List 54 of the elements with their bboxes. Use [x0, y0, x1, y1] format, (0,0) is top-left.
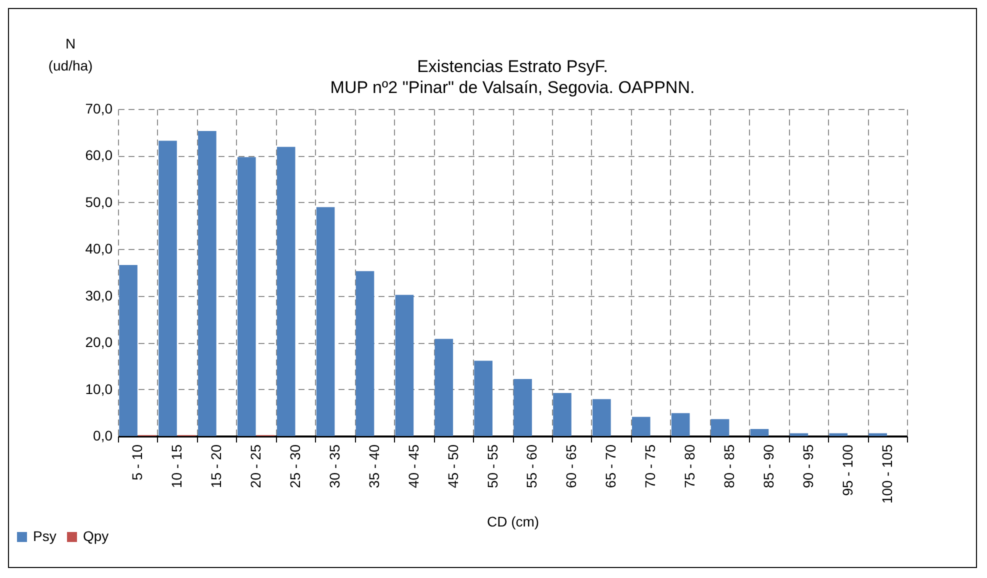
bar [434, 338, 454, 436]
x-tick-label: 5 - 10 [129, 444, 146, 480]
y-tick-label: 0,0 [93, 428, 113, 444]
x-tick-label: 95 - 100 [839, 444, 856, 496]
bar [237, 157, 256, 436]
x-tick-label: 100 - 105 [878, 444, 895, 504]
bar [710, 419, 730, 436]
x-tick-label: 20 - 25 [248, 444, 264, 488]
x-tick-label: 90 - 95 [800, 444, 816, 488]
x-tick-label: 85 - 90 [760, 444, 776, 488]
x-tick-label: 25 - 30 [287, 444, 304, 488]
y-tick-label: 10,0 [85, 380, 113, 397]
bar [158, 140, 177, 436]
y-tick-label: 40,0 [85, 240, 113, 257]
x-tick-label: 70 - 75 [642, 444, 658, 488]
x-tick-label: 15 - 20 [208, 444, 224, 488]
bar [750, 428, 769, 436]
bar [474, 360, 492, 436]
y-tick-label: 20,0 [85, 334, 113, 350]
x-tick-label: 60 - 65 [563, 444, 580, 488]
x-tick-label: 45 - 50 [444, 444, 461, 488]
chart-title: Existencias Estrato PsyF. [417, 57, 608, 76]
y-axis-title: N (ud/ha) [48, 36, 93, 74]
x-tick-label: 75 - 80 [682, 444, 698, 488]
bar [829, 433, 848, 436]
bar [632, 416, 650, 436]
bar [119, 265, 138, 436]
x-tick-label: 40 - 45 [405, 444, 422, 488]
legend-label: Qpy [83, 528, 109, 544]
bar [316, 207, 335, 436]
bar [553, 393, 572, 436]
bar [790, 433, 808, 436]
x-tick-label: 30 - 35 [326, 444, 342, 488]
legend-label: Psy [33, 528, 56, 544]
x-tick-label: 35 - 40 [366, 444, 382, 488]
bar [356, 271, 374, 436]
y-tick-label: 50,0 [85, 194, 113, 210]
bar [395, 294, 414, 436]
bar [198, 130, 216, 436]
y-tick-label: 60,0 [85, 147, 113, 164]
bar [671, 413, 690, 436]
x-tick-label: 80 - 85 [720, 444, 737, 488]
bar [514, 379, 532, 436]
bar [592, 399, 611, 436]
x-tick-label: 55 - 60 [524, 444, 540, 488]
x-axis-title: CD (cm) [486, 514, 540, 530]
x-tick-label: 10 - 15 [168, 444, 185, 488]
chart-subtitle: MUP nº2 "Pinar" de Valsaín, Segovia. OAPPNN. [330, 78, 695, 97]
x-tick-label: 65 - 70 [602, 444, 619, 488]
x-tick-label: 50 - 55 [484, 444, 500, 488]
y-tick-label: 30,0 [85, 287, 113, 304]
bar [868, 433, 887, 436]
bar [276, 146, 296, 436]
y-tick-label: 70,0 [85, 100, 113, 116]
